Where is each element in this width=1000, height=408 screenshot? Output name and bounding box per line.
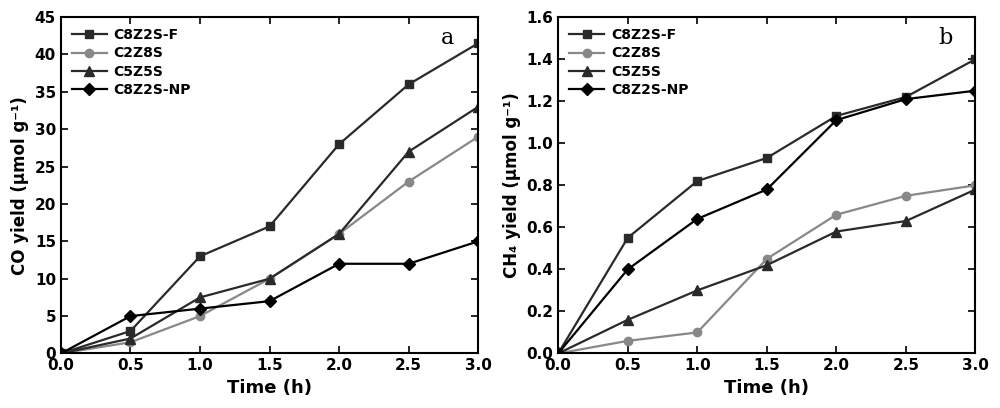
Line: C8Z2S-F: C8Z2S-F <box>57 39 482 358</box>
C8Z2S-NP <box>552 351 564 356</box>
C8Z2S-NP <box>403 262 415 266</box>
C5Z5S <box>333 231 345 236</box>
C8Z2S-NP <box>622 267 634 272</box>
C8Z2S-NP <box>472 239 484 244</box>
C8Z2S-NP <box>691 217 703 222</box>
C8Z2S-NP <box>969 88 981 93</box>
C8Z2S-F <box>830 113 842 118</box>
C8Z2S-F <box>761 155 773 160</box>
C2Z8S <box>969 183 981 188</box>
C2Z8S <box>761 256 773 261</box>
C8Z2S-NP <box>55 351 67 356</box>
C5Z5S <box>691 288 703 293</box>
X-axis label: Time (h): Time (h) <box>227 379 312 397</box>
Line: C2Z8S: C2Z8S <box>554 181 980 358</box>
C2Z8S <box>124 340 136 345</box>
C8Z2S-NP <box>900 97 912 102</box>
Line: C2Z8S: C2Z8S <box>57 133 482 358</box>
C8Z2S-F <box>403 82 415 87</box>
Line: C5Z5S: C5Z5S <box>553 185 980 358</box>
Text: b: b <box>938 27 952 49</box>
C5Z5S <box>472 104 484 109</box>
C5Z5S <box>552 351 564 356</box>
C8Z2S-F <box>900 95 912 100</box>
C8Z2S-NP <box>830 118 842 122</box>
C5Z5S <box>900 219 912 224</box>
C5Z5S <box>124 336 136 341</box>
C5Z5S <box>264 276 276 281</box>
C8Z2S-NP <box>194 306 206 311</box>
C8Z2S-F <box>264 224 276 229</box>
C5Z5S <box>622 317 634 322</box>
C2Z8S <box>830 212 842 217</box>
Line: C5Z5S: C5Z5S <box>56 102 483 358</box>
C8Z2S-F <box>124 328 136 333</box>
Text: a: a <box>441 27 454 49</box>
Line: C8Z2S-NP: C8Z2S-NP <box>554 86 980 358</box>
C5Z5S <box>969 187 981 192</box>
C2Z8S <box>552 351 564 356</box>
X-axis label: Time (h): Time (h) <box>724 379 809 397</box>
C8Z2S-F <box>969 57 981 62</box>
Line: C8Z2S-NP: C8Z2S-NP <box>57 237 482 358</box>
C8Z2S-F <box>194 254 206 259</box>
C2Z8S <box>403 179 415 184</box>
Legend: C8Z2S-F, C2Z8S, C5Z5S, C8Z2S-NP: C8Z2S-F, C2Z8S, C5Z5S, C8Z2S-NP <box>565 24 693 101</box>
C8Z2S-F <box>552 351 564 356</box>
C8Z2S-NP <box>761 187 773 192</box>
C2Z8S <box>55 351 67 356</box>
C2Z8S <box>900 193 912 198</box>
C8Z2S-F <box>333 142 345 146</box>
C5Z5S <box>55 351 67 356</box>
Line: C8Z2S-F: C8Z2S-F <box>554 55 980 358</box>
C8Z2S-NP <box>333 262 345 266</box>
Legend: C8Z2S-F, C2Z8S, C5Z5S, C8Z2S-NP: C8Z2S-F, C2Z8S, C5Z5S, C8Z2S-NP <box>68 24 195 101</box>
C8Z2S-F <box>55 351 67 356</box>
Y-axis label: CO yield (μmol g⁻¹): CO yield (μmol g⁻¹) <box>11 96 29 275</box>
C2Z8S <box>472 134 484 139</box>
C5Z5S <box>761 263 773 268</box>
C2Z8S <box>622 338 634 343</box>
C5Z5S <box>403 149 415 154</box>
C2Z8S <box>333 231 345 236</box>
C2Z8S <box>194 314 206 319</box>
C8Z2S-F <box>622 235 634 240</box>
C5Z5S <box>830 229 842 234</box>
Y-axis label: CH₄ yield (μmol g⁻¹): CH₄ yield (μmol g⁻¹) <box>503 93 521 278</box>
C8Z2S-F <box>472 41 484 46</box>
C2Z8S <box>691 330 703 335</box>
C8Z2S-F <box>691 179 703 184</box>
C2Z8S <box>264 276 276 281</box>
C8Z2S-NP <box>124 314 136 319</box>
C5Z5S <box>194 295 206 300</box>
C8Z2S-NP <box>264 299 276 304</box>
